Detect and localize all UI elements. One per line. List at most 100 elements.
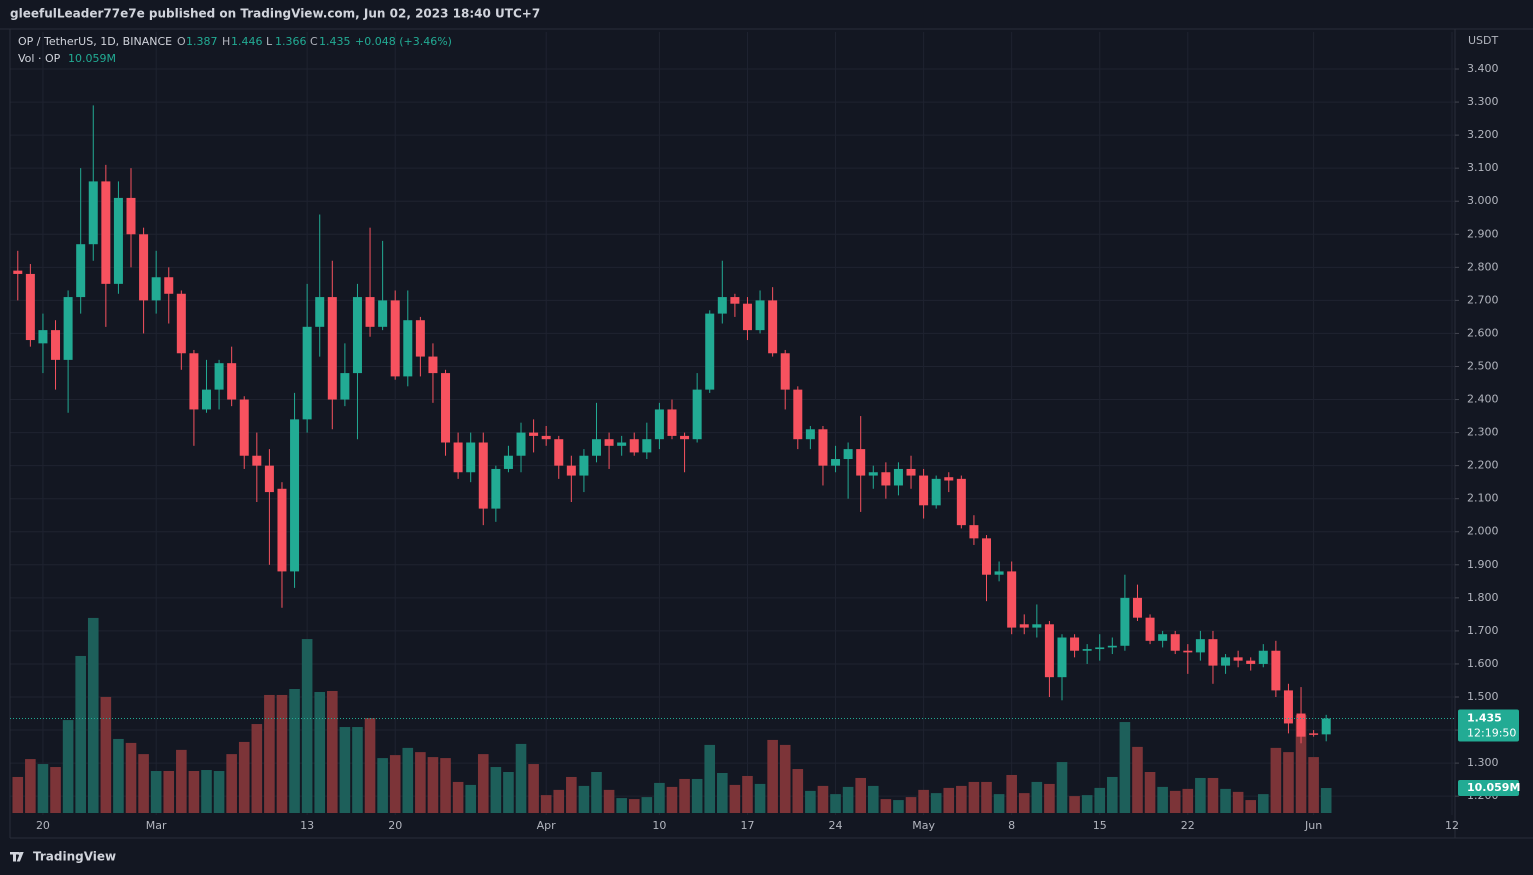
legend-volume-value: 10.059M (68, 52, 116, 65)
volume-bar (1069, 796, 1080, 813)
y-tick-label: 3.400 (1467, 62, 1499, 75)
x-tick-label: 13 (300, 819, 314, 832)
volume-bar (528, 764, 539, 813)
legend: OP / TetherUS, 1D, BINANCE O 1.387 H 1.4… (18, 35, 452, 65)
volume-bar (1169, 790, 1181, 813)
volume-bar (440, 758, 451, 813)
candle-body (956, 478, 966, 526)
volume-bar (62, 720, 74, 813)
candle-body (554, 439, 564, 466)
candle-body (415, 320, 425, 357)
candle-body (176, 293, 186, 354)
volume-bar (1157, 786, 1168, 813)
candle-body (629, 439, 639, 453)
candle-body (717, 297, 727, 314)
candle-body (780, 353, 790, 390)
volume-bar (1308, 757, 1319, 813)
y-tick-label: 2.700 (1467, 293, 1499, 306)
legend-o: O (177, 35, 186, 48)
volume-bar (75, 655, 86, 813)
candle-body (126, 197, 136, 235)
candle-body (1195, 639, 1205, 653)
candle-body (881, 472, 891, 486)
volume-bar (1320, 788, 1332, 813)
volume-bar (628, 799, 640, 813)
candle-body (403, 320, 413, 377)
candle-body (227, 363, 237, 400)
candle-body (1120, 597, 1130, 646)
candle-body (76, 244, 86, 298)
volume-bar (641, 797, 653, 813)
volume-bar (213, 771, 225, 813)
x-tick-label: Mar (146, 819, 167, 832)
volume-bar (238, 741, 250, 813)
legend-c: C (310, 35, 318, 48)
candle-body (63, 297, 73, 360)
volume-bar (251, 724, 263, 813)
y-tick-label: 1.300 (1467, 756, 1499, 769)
volume-bar (50, 767, 61, 813)
volume-bar (717, 772, 728, 813)
candle-body (101, 181, 111, 284)
y-tick-label: 2.000 (1467, 525, 1499, 538)
candle-body (1208, 639, 1218, 666)
x-tick-label: 17 (740, 819, 754, 832)
candle-body (88, 181, 98, 245)
volume-bar (1220, 788, 1231, 813)
volume-bar (301, 639, 313, 813)
candle-body (843, 449, 853, 460)
x-tick-label: 20 (36, 819, 50, 832)
volume-bar (1132, 746, 1143, 813)
candle-body (239, 399, 249, 456)
volume-bar (188, 771, 200, 813)
legend-change: +0.048 (+3.46%) (355, 35, 452, 48)
y-tick-label: 2.200 (1467, 459, 1499, 472)
grid (10, 32, 1455, 815)
volume-bar (880, 799, 892, 813)
legend-close: 1.435 (319, 35, 351, 48)
candle-body (1095, 647, 1105, 650)
candle-body (252, 455, 262, 466)
candle-body (805, 429, 815, 440)
candle-body (541, 435, 551, 440)
volume-bar (452, 781, 464, 813)
candle-body (13, 270, 23, 274)
candle-body (768, 300, 778, 354)
candle-body (919, 475, 929, 506)
candle-body (466, 442, 476, 473)
candle-body (1258, 650, 1268, 664)
candle-body (1246, 660, 1256, 664)
legend-volume-name: Vol · OP (18, 52, 61, 65)
volume-bar (1270, 747, 1282, 813)
volume-bar (163, 771, 175, 813)
legend-l: L (266, 35, 273, 48)
candle-body (705, 313, 715, 390)
volume-bar (1031, 781, 1043, 813)
brand-logo-dot (18, 852, 22, 856)
volume-bar (767, 739, 778, 813)
candle-body (1007, 571, 1017, 628)
volume-bar (12, 776, 24, 813)
volume-bar (389, 755, 401, 813)
volume-bar (125, 742, 137, 813)
candle-body (1145, 617, 1155, 641)
y-tick-label: 1.700 (1467, 624, 1499, 637)
last-price-box (1458, 709, 1519, 742)
candle-body (793, 389, 803, 440)
volume-bar (578, 785, 590, 813)
candle-body (893, 468, 903, 486)
candle-body (1321, 718, 1331, 735)
candles (13, 105, 1331, 744)
volume-bar (1094, 787, 1106, 813)
volume-bar (842, 786, 854, 813)
volume-bar (691, 778, 703, 813)
volume-bar (1006, 774, 1017, 813)
candle-body (1019, 624, 1029, 628)
volume-bar (352, 727, 363, 813)
candle-body (742, 303, 752, 331)
candle-body (529, 432, 539, 436)
candle-body (302, 326, 312, 420)
volume-bar (339, 727, 351, 813)
y-tick-label: 2.100 (1467, 492, 1499, 505)
